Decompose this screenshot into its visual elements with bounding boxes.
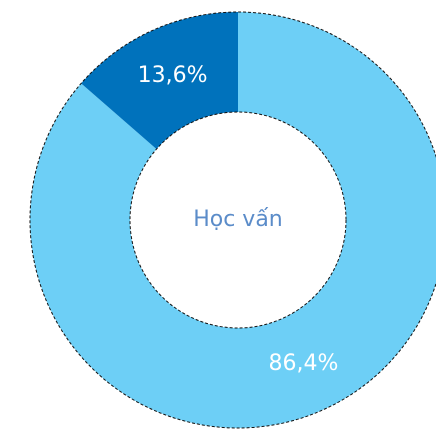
donut-slice	[30, 12, 436, 428]
value-label: 13,6%	[138, 63, 208, 88]
outer-outline	[29, 11, 436, 429]
donut-slice	[81, 12, 238, 150]
center-title: Học vấn	[193, 207, 283, 232]
value-label: 86,4%	[269, 351, 339, 376]
inner-outline	[129, 111, 347, 329]
